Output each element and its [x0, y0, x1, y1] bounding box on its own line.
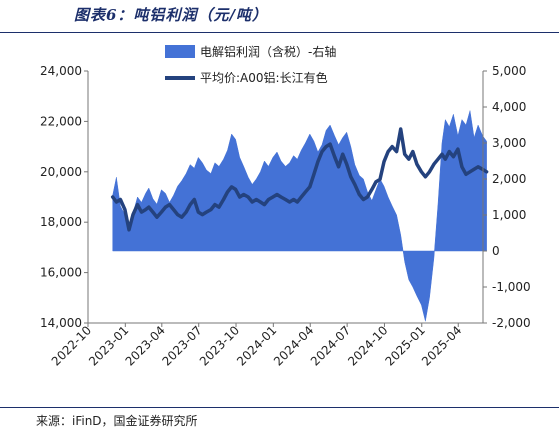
- left-tick-label: 16,000: [40, 266, 82, 280]
- right-tick-label: -1,000: [492, 280, 531, 294]
- chart-title: 图表6：吨铝利润（元/吨）: [74, 6, 268, 24]
- right-tick-label: 2,000: [492, 172, 526, 186]
- source-note: 来源：iFinD，国金证券研究所: [36, 414, 198, 428]
- right-tick-label: 0: [492, 244, 500, 258]
- right-tick-label: -2,000: [492, 316, 531, 330]
- series-price-line: [110, 127, 489, 232]
- source-rule: [0, 407, 559, 408]
- x-tick-label: 2023-04: [123, 323, 168, 368]
- x-tick-label: 2024-10: [345, 323, 390, 368]
- left-tick-label: 14,000: [40, 316, 82, 330]
- legend-label-profit: 电解铝利润（含税）-右轴: [200, 44, 336, 59]
- x-tick-label: 2024-07: [308, 323, 353, 368]
- x-tick-label: 2025-04: [419, 323, 464, 368]
- title-rule: [0, 32, 559, 33]
- x-tick-label: 2022-10: [49, 323, 94, 368]
- area-layer: [112, 110, 487, 322]
- right-tick-label: 5,000: [492, 64, 526, 78]
- x-tick-label: 2023-10: [197, 323, 242, 368]
- legend-label-price: 平均价:A00铝:长江有色: [200, 70, 328, 85]
- right-tick-label: 4,000: [492, 100, 526, 114]
- left-tick-label: 22,000: [40, 114, 82, 128]
- x-tick-label: 2024-01: [234, 323, 279, 368]
- legend-swatch-profit: [165, 45, 195, 58]
- left-tick-label: 20,000: [40, 165, 82, 179]
- right-tick-label: 1,000: [492, 208, 526, 222]
- x-tick-label: 2023-07: [159, 323, 204, 368]
- line-layer: [110, 127, 489, 232]
- series-profit-area: [112, 110, 487, 322]
- x-tick-label: 2024-04: [271, 323, 316, 368]
- right-tick-label: 3,000: [492, 136, 526, 150]
- left-tick-label: 18,000: [40, 215, 82, 229]
- left-tick-label: 24,000: [40, 64, 82, 78]
